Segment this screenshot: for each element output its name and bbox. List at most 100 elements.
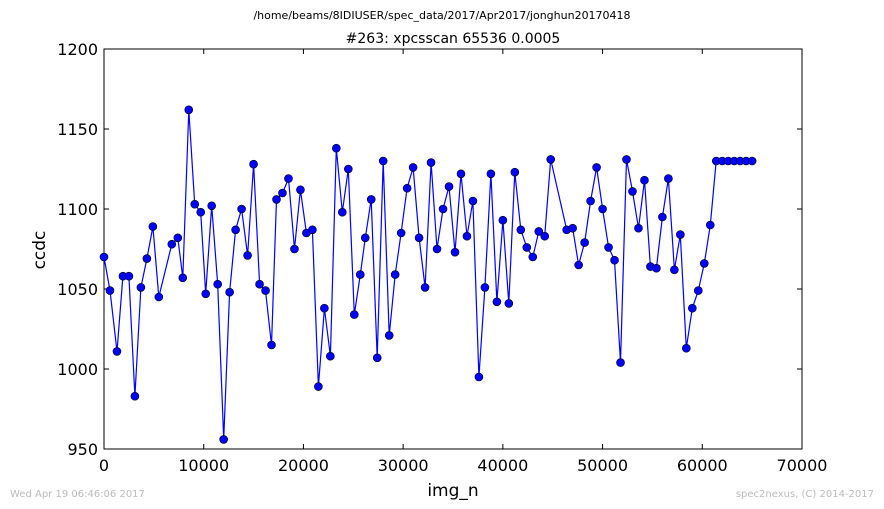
data-point — [628, 187, 637, 196]
data-point — [272, 195, 281, 204]
data-point — [332, 143, 341, 153]
data-point — [492, 297, 502, 307]
data-point — [747, 156, 757, 166]
data-point — [604, 243, 613, 252]
data-point — [366, 195, 376, 204]
data-point — [378, 156, 388, 166]
x-tick-label: 60000 — [677, 456, 728, 475]
x-tick-label: 30000 — [378, 456, 429, 475]
x-tick-label: 70000 — [777, 456, 828, 475]
data-point — [622, 155, 631, 164]
data-point — [664, 174, 673, 183]
data-point — [154, 292, 164, 302]
data-point — [284, 174, 293, 183]
data-point — [658, 212, 667, 222]
plot-area: 0 10000 20000 30000 40000 50000 60000 70000 950 1… — [57, 40, 827, 475]
data-point — [384, 331, 394, 340]
data-point — [693, 286, 703, 295]
data-point — [142, 254, 152, 263]
data-point — [522, 243, 532, 252]
data-point — [420, 283, 430, 292]
data-point — [534, 227, 544, 236]
data-point — [338, 207, 347, 217]
footer-timestamp: Wed Apr 19 06:46:06 2017 — [10, 489, 145, 500]
data-point — [634, 223, 643, 233]
data-point — [173, 233, 183, 243]
data-point — [349, 310, 359, 319]
data-point — [456, 169, 466, 179]
data-point — [598, 204, 607, 214]
data-point — [540, 231, 550, 241]
chart-title: #263: xpcsscan 65536 0.0005 — [346, 31, 561, 47]
data-point — [586, 196, 595, 206]
data-point — [414, 233, 424, 243]
data-point — [670, 265, 679, 275]
data-point — [676, 230, 685, 239]
data-point — [99, 252, 109, 262]
data-point — [504, 299, 514, 308]
data-point — [237, 204, 246, 214]
data-point — [438, 204, 448, 214]
data-point — [426, 158, 436, 167]
data-point — [396, 228, 406, 238]
data-point — [148, 222, 158, 231]
data-point — [408, 163, 418, 172]
x-tick-label: 10000 — [178, 456, 229, 475]
data-point — [592, 163, 601, 172]
data-point — [402, 183, 412, 193]
data-point — [468, 196, 478, 206]
plot-frame — [103, 48, 803, 450]
series-line — [103, 109, 753, 440]
data-point — [308, 225, 317, 235]
data-point — [201, 289, 211, 299]
data-point — [462, 231, 472, 241]
y-tick-label: 1050 — [57, 280, 98, 299]
file-path-header: /home/beams/8IDIUSER/spec_data/2017/Apr2… — [253, 9, 630, 22]
data-point — [343, 164, 353, 174]
data-point — [528, 252, 538, 262]
data-point — [243, 251, 252, 260]
data-point — [231, 225, 240, 235]
data-point — [510, 167, 520, 177]
y-tick-label: 950 — [67, 440, 98, 459]
data-point — [474, 372, 484, 382]
data-point — [136, 283, 146, 292]
data-point — [320, 303, 329, 313]
data-point — [480, 283, 490, 292]
y-tick-label: 1100 — [57, 200, 98, 219]
data-point — [546, 155, 556, 164]
data-point — [616, 358, 625, 367]
data-point — [326, 351, 335, 361]
y-tick-label: 1150 — [57, 120, 98, 139]
data-point — [249, 159, 258, 169]
data-point — [640, 175, 649, 185]
x-tick-label: 0 — [99, 456, 109, 475]
data-point — [278, 188, 287, 198]
data-point — [196, 207, 206, 217]
x-tick-label: 40000 — [477, 456, 528, 475]
data-point — [178, 273, 188, 283]
y-tick-label: 1200 — [57, 40, 98, 59]
data-point — [390, 270, 400, 279]
data-point — [261, 286, 270, 295]
data-point — [213, 279, 222, 289]
data-point — [360, 233, 370, 243]
data-point — [705, 220, 715, 230]
data-point — [688, 303, 697, 313]
x-tick-label: 50000 — [577, 456, 628, 475]
data-point — [290, 244, 299, 254]
x-tick-label: 20000 — [278, 456, 329, 475]
data-point — [219, 435, 228, 444]
data-point — [124, 271, 134, 281]
data-point — [580, 238, 589, 247]
data-point — [610, 255, 619, 265]
data-point — [255, 279, 264, 289]
data-point — [296, 185, 305, 195]
data-point — [112, 347, 122, 356]
data-point — [568, 223, 577, 233]
y-tick-label: 1000 — [57, 360, 98, 379]
y-axis-label: ccdc — [30, 231, 50, 270]
data-point — [372, 353, 382, 363]
data-point — [498, 215, 508, 225]
